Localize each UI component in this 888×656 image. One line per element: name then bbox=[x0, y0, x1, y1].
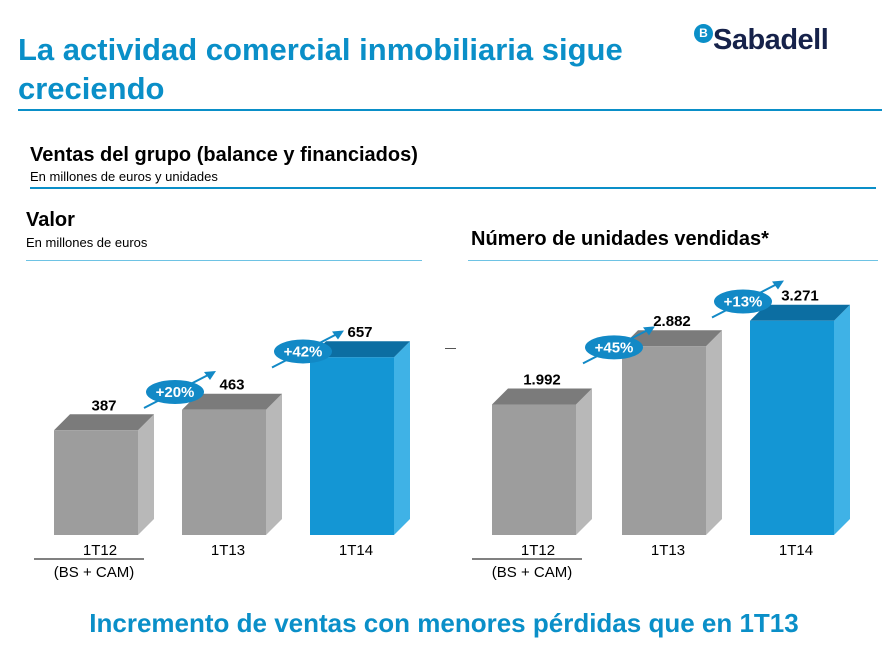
bar-side bbox=[266, 393, 282, 535]
category-label: 1T13 bbox=[651, 542, 685, 559]
growth-badge: +42% bbox=[271, 330, 344, 369]
arrow-head-icon bbox=[643, 326, 655, 336]
bar-side bbox=[706, 330, 722, 535]
bar-top bbox=[310, 341, 410, 358]
category-note: (BS + CAM) bbox=[492, 564, 572, 581]
bar-top bbox=[622, 330, 722, 347]
value-label: 657 bbox=[347, 324, 372, 341]
bar-1T14 bbox=[310, 341, 410, 535]
chart-1-subtitle: En millones de euros bbox=[26, 235, 148, 250]
badge-label: +42% bbox=[284, 343, 323, 360]
bar-1T12 bbox=[492, 388, 592, 535]
badge-bubble bbox=[585, 335, 643, 360]
category-label: 1T14 bbox=[339, 542, 373, 559]
bar-1T13 bbox=[622, 330, 722, 535]
category-label: 1T12 bbox=[83, 542, 117, 559]
title-divider bbox=[18, 109, 882, 111]
badge-label: +13% bbox=[724, 293, 763, 310]
bar-1T12 bbox=[54, 414, 154, 535]
category-note: (BS + CAM) bbox=[54, 564, 134, 581]
value-label: 2.882 bbox=[653, 313, 691, 330]
value-label: 3.271 bbox=[781, 288, 819, 305]
growth-badge: +45% bbox=[582, 326, 655, 365]
bar-side bbox=[394, 341, 410, 535]
bar-front bbox=[492, 404, 576, 535]
badge-label: +20% bbox=[156, 384, 195, 401]
section-divider bbox=[30, 187, 876, 189]
arrow-head-icon bbox=[332, 330, 344, 340]
bar-top bbox=[750, 304, 850, 321]
value-label: 387 bbox=[91, 397, 116, 414]
bar-front bbox=[750, 320, 834, 535]
value-label: 463 bbox=[219, 377, 244, 394]
footer-message: Incremento de ventas con menores pérdida… bbox=[89, 608, 799, 638]
growth-badge: +13% bbox=[711, 280, 784, 319]
logo-text: Sabadell bbox=[713, 24, 829, 56]
chart-2-rule bbox=[468, 260, 878, 261]
bar-front bbox=[310, 357, 394, 535]
badge-bubble bbox=[714, 289, 772, 314]
sabadell-logo: B Sabadell bbox=[694, 20, 864, 60]
arrow-head-icon bbox=[772, 280, 784, 290]
bar-top bbox=[182, 393, 282, 410]
chart-2-plot: 1.992 1T12 (BS + CAM) 2.882 1T13 3.271 1T14 +45… bbox=[472, 280, 850, 581]
bar-top bbox=[492, 388, 592, 405]
slide-title: La actividad comercial inmobiliaria sigu… bbox=[18, 32, 623, 106]
section-title: Ventas del grupo (balance y financiados) bbox=[30, 144, 418, 166]
badge-label: +45% bbox=[595, 339, 634, 356]
chart-1-plot: 387 1T12 (BS + CAM) 463 1T13 657 1T14 +20% +42% bbox=[34, 324, 410, 581]
separator-dash bbox=[445, 348, 456, 349]
bar-side bbox=[834, 304, 850, 535]
chart-1-rule bbox=[26, 260, 422, 261]
logo-b-icon: B bbox=[694, 24, 713, 43]
bar-1T13 bbox=[182, 393, 282, 535]
bar-1T14 bbox=[750, 304, 850, 535]
bar-side bbox=[576, 388, 592, 535]
category-label: 1T13 bbox=[211, 542, 245, 559]
bar-front bbox=[182, 409, 266, 535]
bar-front bbox=[622, 346, 706, 535]
chart-1-title: Valor bbox=[26, 209, 75, 231]
badge-bubble bbox=[146, 380, 204, 404]
chart-2-title: Número de unidades vendidas* bbox=[471, 228, 769, 250]
section-subtitle: En millones de euros y unidades bbox=[30, 169, 218, 184]
category-label: 1T12 bbox=[521, 542, 555, 559]
arrow-head-icon bbox=[204, 371, 216, 380]
bar-top bbox=[54, 414, 154, 431]
bar-front bbox=[54, 430, 138, 535]
value-label: 1.992 bbox=[523, 372, 561, 389]
bar-side bbox=[138, 414, 154, 535]
category-label: 1T14 bbox=[779, 542, 813, 559]
growth-badge: +20% bbox=[143, 371, 216, 409]
badge-bubble bbox=[274, 339, 332, 364]
